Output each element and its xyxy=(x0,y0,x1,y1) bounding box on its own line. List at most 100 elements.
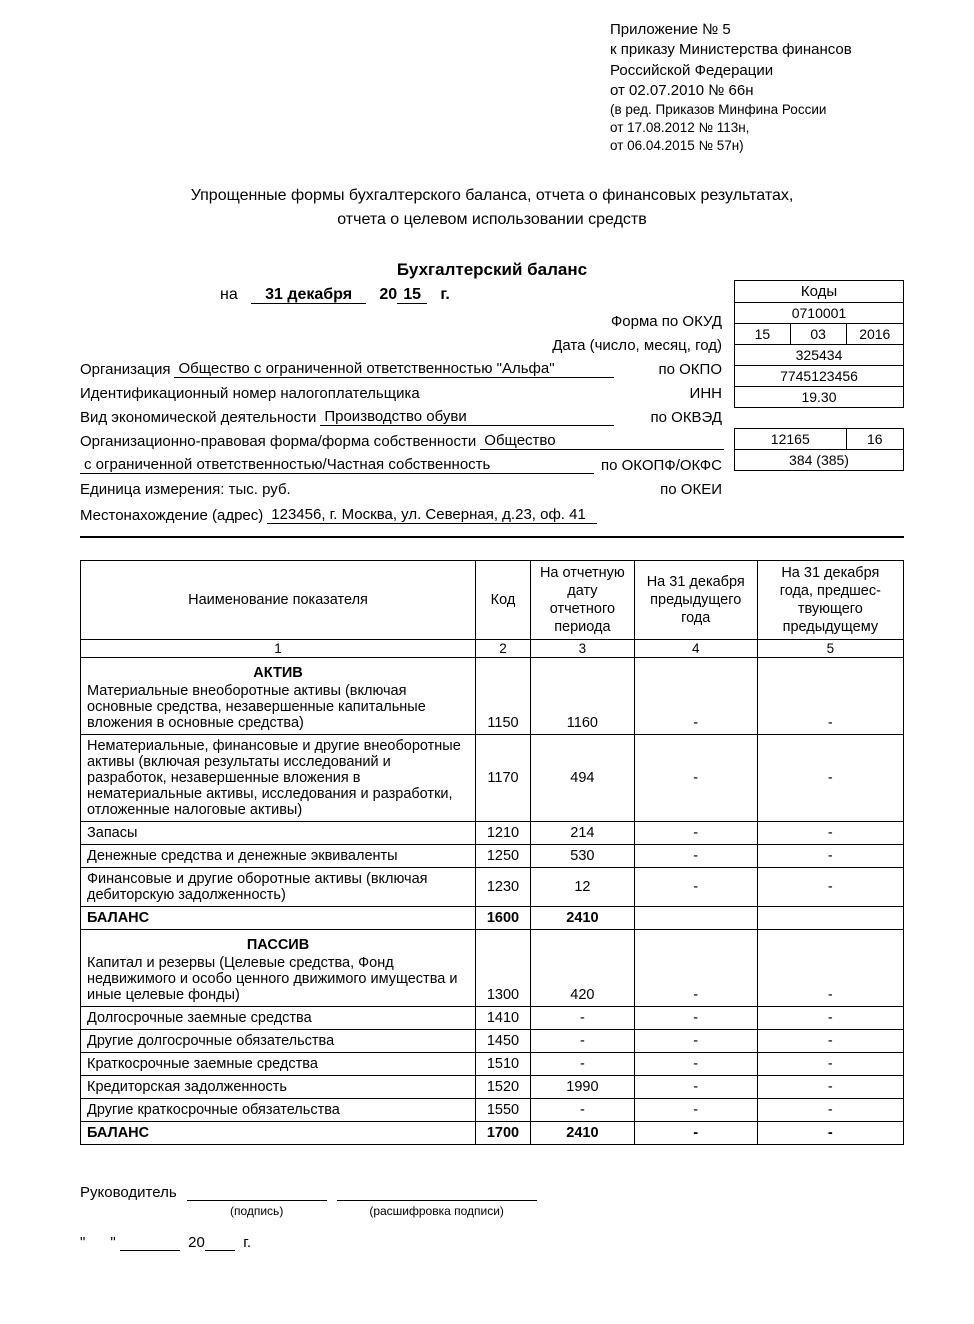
cell-v5: - xyxy=(757,1030,903,1053)
table-row: Краткосрочные заемные средства1510--- xyxy=(81,1053,904,1076)
table-row: Запасы1210214-- xyxy=(81,822,904,845)
date-code-label: Дата (число, месяц, год) xyxy=(528,337,728,354)
cell-v3: 530 xyxy=(531,845,635,868)
title-line-2: отчета о целевом использовании средств xyxy=(80,208,904,232)
cell-v5: - xyxy=(757,1076,903,1099)
inn-label: Идентификационный номер налогоплательщик… xyxy=(80,385,420,402)
okud-code: 0710001 xyxy=(735,302,904,323)
cell-v4: - xyxy=(634,658,757,735)
cell-v3: 1990 xyxy=(531,1076,635,1099)
cell-v4: - xyxy=(634,1099,757,1122)
appendix-line: Приложение № 5 xyxy=(610,20,904,40)
cell-name: Долгосрочные заемные средства xyxy=(81,1007,476,1030)
okved-rlabel: по ОКВЭД xyxy=(618,409,728,426)
inn-rlabel: ИНН xyxy=(618,385,728,402)
addr-label: Местонахождение (адрес) xyxy=(80,507,263,524)
cell-v5: - xyxy=(757,930,903,1007)
table-row: БАЛАНС16002410 xyxy=(81,907,904,930)
cell-code: 1230 xyxy=(476,868,531,907)
cell-code: 1550 xyxy=(476,1099,531,1122)
cell-code: 1520 xyxy=(476,1076,531,1099)
cell-v5: - xyxy=(757,1099,903,1122)
okei-rlabel: по ОКЕИ xyxy=(618,481,728,498)
cell-v3: 2410 xyxy=(531,1122,635,1145)
colnum: 2 xyxy=(476,640,531,658)
cell-v5: - xyxy=(757,822,903,845)
cell-name: Финансовые и другие оборотные активы (вк… xyxy=(81,868,476,907)
okopf-label-1: Организационно-правовая форма/форма собс… xyxy=(80,433,476,450)
cell-v4: - xyxy=(634,1030,757,1053)
cell-code: 1150 xyxy=(476,658,531,735)
title-block: Упрощенные формы бухгалтерского баланса,… xyxy=(80,184,904,232)
cell-v3: 214 xyxy=(531,822,635,845)
cell-code: 1700 xyxy=(476,1122,531,1145)
cell-v3: - xyxy=(531,1030,635,1053)
cell-v3: 12 xyxy=(531,868,635,907)
date-code-d: 15 xyxy=(735,323,791,344)
cell-v5: - xyxy=(757,658,903,735)
date-prefix: на xyxy=(220,286,238,303)
signature-block: Руководитель Руководитель (подпись) (рас… xyxy=(80,1183,904,1251)
table-row: АКТИВМатериальные внеоборотные активы (в… xyxy=(81,658,904,735)
report-date-line: на 31 декабря 2015 г. xyxy=(80,286,728,304)
colnum: 5 xyxy=(757,640,903,658)
balance-table: Наименование показателя Код На отчетную … xyxy=(80,560,904,1146)
okved-label: Вид экономической деятельности xyxy=(80,409,316,426)
section-title: АКТИВ xyxy=(87,661,469,683)
okved-value: Производство обуви xyxy=(320,408,614,426)
cell-v3: - xyxy=(531,1007,635,1030)
date-suffix: г. xyxy=(440,286,450,303)
cell-code: 1450 xyxy=(476,1030,531,1053)
cell-name: ПАССИВКапитал и резервы (Целевые средств… xyxy=(81,930,476,1007)
date-yy: 15 xyxy=(397,286,427,304)
table-row: Финансовые и другие оборотные активы (вк… xyxy=(81,868,904,907)
cell-v5: - xyxy=(757,845,903,868)
form-title: Бухгалтерский баланс xyxy=(80,260,904,280)
cell-v4: - xyxy=(634,822,757,845)
okfs-code: 16 xyxy=(846,428,903,449)
appendix-line: Российской Федерации xyxy=(610,61,904,81)
date-code-m: 03 xyxy=(790,323,846,344)
th-col3: На отчетную дату отчетного периода xyxy=(531,560,635,640)
appendix-line: от 06.04.2015 № 57н) xyxy=(610,137,904,155)
addr-value: 123456, г. Москва, ул. Северная, д.23, о… xyxy=(267,506,597,524)
cell-name: Запасы xyxy=(81,822,476,845)
cell-v5: - xyxy=(757,868,903,907)
org-value: Общество с ограниченной ответственностью… xyxy=(174,360,614,378)
table-row: БАЛАНС17002410-- xyxy=(81,1122,904,1145)
cell-v5: - xyxy=(757,1007,903,1030)
appendix-line: от 17.08.2012 № 113н, xyxy=(610,119,904,137)
cell-v4: - xyxy=(634,1122,757,1145)
cell-v5: - xyxy=(757,735,903,822)
okopf-value-2: с ограниченной ответственностью/Частная … xyxy=(80,456,594,474)
table-row: Долгосрочные заемные средства1410--- xyxy=(81,1007,904,1030)
cell-name: Краткосрочные заемные средства xyxy=(81,1053,476,1076)
okopf-rlabel: по ОКОПФ/ОКФС xyxy=(598,457,728,474)
date-code-y: 2016 xyxy=(846,323,903,344)
colnum: 1 xyxy=(81,640,476,658)
cell-v3: - xyxy=(531,1053,635,1076)
date-day-month: 31 декабря xyxy=(251,286,366,304)
cell-v4 xyxy=(634,907,757,930)
cell-v5: - xyxy=(757,1122,903,1145)
table-row: Нематериальные, финансовые и другие внео… xyxy=(81,735,904,822)
sign-date: " " 20 г. xyxy=(80,1234,904,1251)
okved-code: 19.30 xyxy=(735,386,904,407)
cell-v4: - xyxy=(634,1076,757,1099)
table-row: Кредиторская задолженность15201990-- xyxy=(81,1076,904,1099)
okopf-code: 12165 xyxy=(735,428,847,449)
cell-code: 1250 xyxy=(476,845,531,868)
okpo-code: 325434 xyxy=(735,344,904,365)
name-caption: (расшифровка подписи) xyxy=(337,1204,537,1218)
table-row: Другие долгосрочные обязательства1450--- xyxy=(81,1030,904,1053)
cell-name: Денежные средства и денежные эквиваленты xyxy=(81,845,476,868)
cell-name: Другие долгосрочные обязательства xyxy=(81,1030,476,1053)
cell-name: АКТИВМатериальные внеоборотные активы (в… xyxy=(81,658,476,735)
th-name: Наименование показателя xyxy=(81,560,476,640)
cell-code: 1410 xyxy=(476,1007,531,1030)
colnum: 4 xyxy=(634,640,757,658)
cell-v4: - xyxy=(634,735,757,822)
title-line-1: Упрощенные формы бухгалтерского баланса,… xyxy=(80,184,904,208)
appendix-line: к приказу Министерства финансов xyxy=(610,40,904,60)
appendix-line: от 02.07.2010 № 66н xyxy=(610,81,904,101)
